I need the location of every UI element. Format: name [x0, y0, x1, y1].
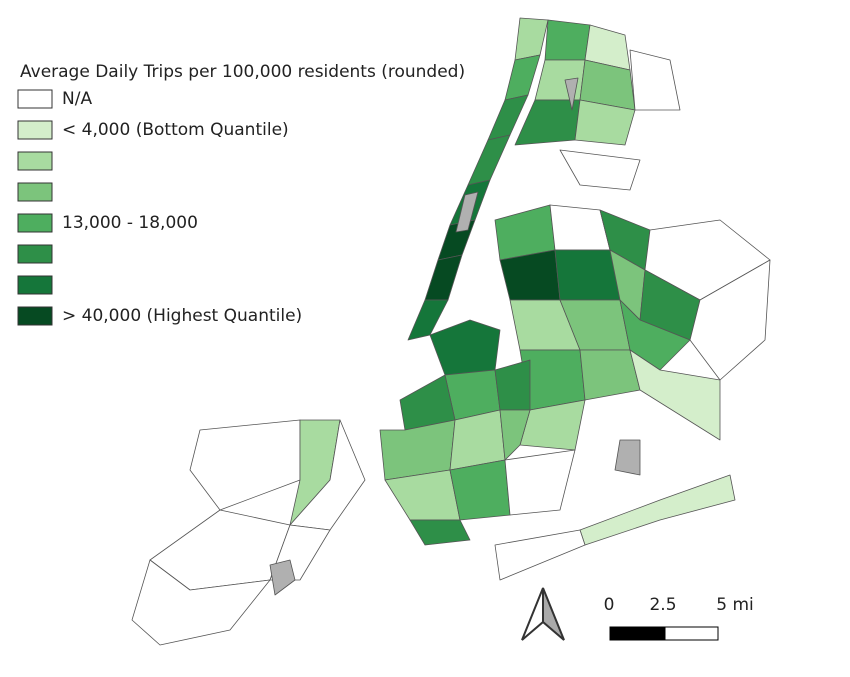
legend-swatch	[17, 120, 53, 140]
legend-swatch	[17, 182, 53, 202]
legend-title: Average Daily Trips per 100,000 resident…	[20, 62, 465, 82]
district	[544, 19, 591, 61]
scale-segment	[664, 626, 719, 641]
district	[424, 254, 463, 301]
legend-label: N/A	[62, 89, 92, 109]
district	[409, 519, 471, 546]
district	[189, 419, 301, 511]
legend-label: > 40,000 (Highest Quantile)	[62, 306, 302, 326]
scale-label: 5 mi	[716, 595, 754, 615]
district	[494, 359, 531, 411]
district	[449, 409, 506, 471]
district	[629, 49, 681, 111]
district	[629, 349, 721, 441]
north-arrow-left	[521, 587, 544, 641]
district	[494, 529, 586, 581]
legend-label: 13,000 - 18,000	[62, 213, 198, 233]
park	[455, 191, 479, 233]
scale-label: 0	[604, 595, 615, 615]
scale-label: 2.5	[649, 595, 676, 615]
district	[504, 449, 576, 516]
park	[564, 77, 579, 111]
legend-swatch	[17, 213, 53, 233]
district	[579, 474, 736, 546]
district	[504, 54, 541, 101]
district	[689, 259, 771, 381]
airport	[614, 439, 641, 476]
scale-segment	[609, 626, 666, 641]
city-map	[131, 17, 771, 646]
district	[499, 409, 531, 461]
legend-label: < 4,000 (Bottom Quantile)	[62, 120, 289, 140]
legend-swatch	[17, 306, 53, 326]
legend: N/A < 4,000 (Bottom Quantile) 13,000 - 18,…	[17, 89, 302, 326]
district	[619, 299, 691, 371]
district	[579, 349, 641, 401]
north-arrow	[521, 587, 565, 641]
north-arrow-right	[542, 587, 565, 641]
legend-swatch	[17, 151, 53, 171]
district	[131, 559, 271, 646]
legend-swatch	[17, 275, 53, 295]
district	[429, 319, 501, 376]
scale-bar: 0 2.5 5 mi	[604, 595, 754, 641]
park	[269, 559, 296, 596]
district	[467, 134, 511, 186]
district	[449, 459, 511, 521]
district	[554, 249, 621, 301]
legend-swatch	[17, 89, 53, 109]
district	[514, 99, 581, 146]
district	[559, 149, 641, 191]
legend-swatch	[17, 244, 53, 264]
district	[514, 17, 549, 61]
district	[574, 99, 636, 146]
